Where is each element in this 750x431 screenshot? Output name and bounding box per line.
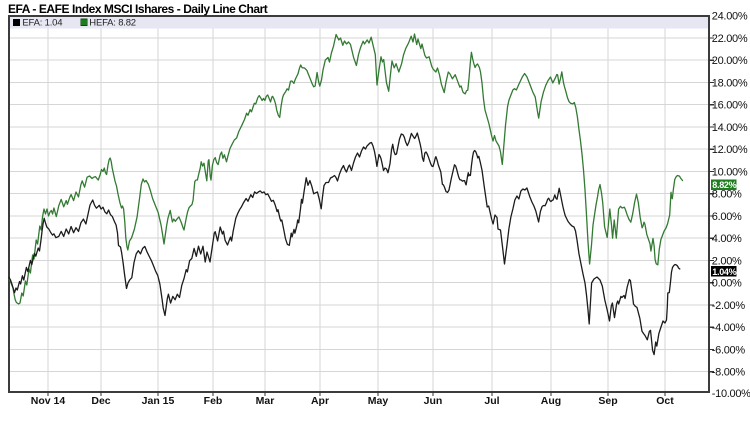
svg-text:Jul: Jul (484, 395, 499, 407)
svg-text:-6.00%: -6.00% (712, 344, 746, 356)
svg-text:8.82%: 8.82% (712, 180, 736, 190)
svg-text:2.00%: 2.00% (712, 255, 742, 267)
svg-text:18.00%: 18.00% (712, 77, 748, 89)
svg-text:Sep: Sep (598, 395, 617, 407)
svg-text:Feb: Feb (204, 395, 223, 407)
svg-text:10.00%: 10.00% (712, 166, 748, 178)
svg-text:-10.00%: -10.00% (712, 388, 750, 400)
svg-text:16.00%: 16.00% (712, 100, 748, 112)
svg-text:Apr: Apr (311, 395, 329, 407)
svg-text:22.00%: 22.00% (712, 33, 748, 45)
svg-text:Nov 14: Nov 14 (31, 395, 66, 407)
svg-text:EFA - EAFE Index MSCI Ishares: EFA - EAFE Index MSCI Ishares - Daily Li… (8, 2, 268, 16)
svg-text:HEFA: 8.82: HEFA: 8.82 (89, 17, 136, 28)
svg-text:0.00%: 0.00% (712, 278, 742, 290)
svg-text:Dec: Dec (91, 395, 110, 407)
svg-text:Oct: Oct (656, 395, 674, 407)
svg-text:4.00%: 4.00% (712, 233, 742, 245)
svg-text:May: May (368, 395, 389, 407)
svg-text:-2.00%: -2.00% (712, 300, 746, 312)
svg-text:Jan 15: Jan 15 (142, 395, 175, 407)
svg-text:Aug: Aug (541, 395, 561, 407)
svg-text:Jun: Jun (424, 395, 443, 407)
svg-text:1.04%: 1.04% (712, 267, 736, 277)
svg-text:EFA: 1.04: EFA: 1.04 (22, 17, 62, 28)
svg-text:12.00%: 12.00% (712, 144, 748, 156)
svg-text:-8.00%: -8.00% (712, 367, 746, 379)
svg-text:24.00%: 24.00% (712, 11, 748, 23)
svg-text:-4.00%: -4.00% (712, 322, 746, 334)
svg-text:14.00%: 14.00% (712, 122, 748, 134)
svg-text:20.00%: 20.00% (712, 55, 748, 67)
svg-text:Mar: Mar (256, 395, 275, 407)
svg-text:6.00%: 6.00% (712, 211, 742, 223)
svg-text:8.00%: 8.00% (712, 189, 742, 201)
